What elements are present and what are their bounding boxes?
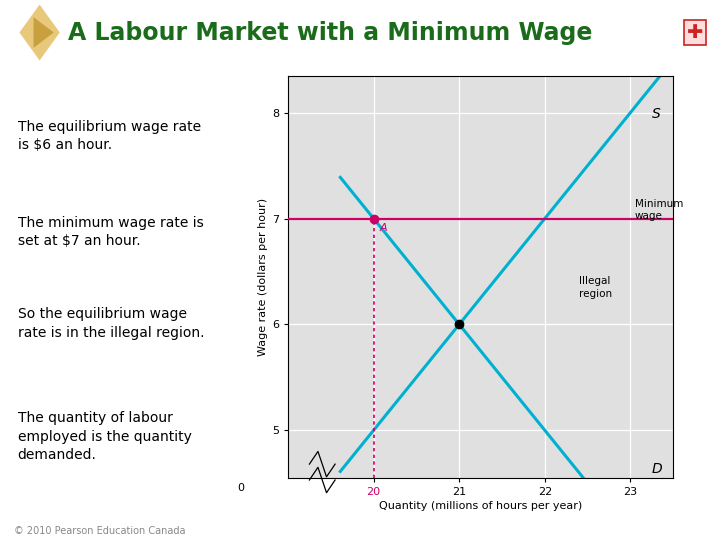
Text: A: A bbox=[379, 223, 387, 233]
Text: Minimum
wage: Minimum wage bbox=[634, 199, 683, 221]
Text: The equilibrium wage rate
is $6 an hour.: The equilibrium wage rate is $6 an hour. bbox=[17, 120, 201, 152]
Text: The quantity of labour
employed is the quantity
demanded.: The quantity of labour employed is the q… bbox=[17, 411, 192, 462]
Text: The minimum wage rate is
set at $7 an hour.: The minimum wage rate is set at $7 an ho… bbox=[17, 215, 203, 248]
Text: So the equilibrium wage
rate is in the illegal region.: So the equilibrium wage rate is in the i… bbox=[17, 307, 204, 340]
Text: S: S bbox=[652, 107, 660, 122]
Text: © 2010 Pearson Education Canada: © 2010 Pearson Education Canada bbox=[14, 525, 186, 536]
Text: A Labour Market with a Minimum Wage: A Labour Market with a Minimum Wage bbox=[68, 21, 593, 44]
Y-axis label: Wage rate (dollars per hour): Wage rate (dollars per hour) bbox=[258, 198, 268, 356]
Text: Illegal
region: Illegal region bbox=[579, 276, 612, 299]
Text: D: D bbox=[652, 462, 662, 476]
Text: ✚: ✚ bbox=[687, 23, 703, 42]
Text: 0: 0 bbox=[238, 483, 244, 493]
X-axis label: Quantity (millions of hours per year): Quantity (millions of hours per year) bbox=[379, 501, 582, 511]
